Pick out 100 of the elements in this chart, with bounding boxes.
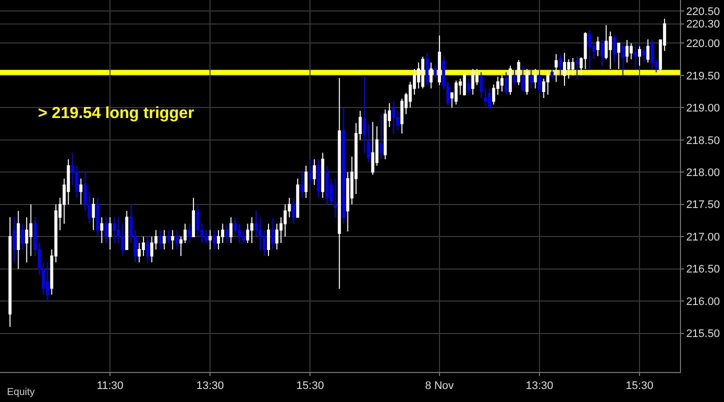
candlestick <box>500 74 504 92</box>
candlestick <box>467 78 470 96</box>
candlestick <box>12 216 16 263</box>
candlestick <box>484 88 487 107</box>
candlestick <box>554 54 558 82</box>
candlestick <box>212 230 216 250</box>
candlestick <box>488 88 491 110</box>
candlestick <box>317 158 320 198</box>
candlestick <box>162 230 166 250</box>
candlestick <box>546 72 550 96</box>
candlestick <box>146 236 150 263</box>
candlestick <box>188 223 191 244</box>
candlestick <box>46 262 50 302</box>
x-tick-label: 13:30 <box>196 380 224 392</box>
candlestick <box>79 178 82 205</box>
candlestick <box>338 78 341 290</box>
candlestick <box>600 39 604 66</box>
candlestick <box>250 216 254 244</box>
y-tick-label: 218.50 <box>686 134 720 147</box>
y-tick-label: 219.00 <box>686 102 720 115</box>
candlestick <box>508 65 512 96</box>
candlestick <box>300 172 304 198</box>
y-tick-label: 216.00 <box>686 296 720 308</box>
y-tick-label: 220.00 <box>686 38 720 50</box>
x-tick-label: 15:30 <box>296 380 324 392</box>
candlestick <box>362 74 366 154</box>
candlestick <box>425 52 428 86</box>
candlestick <box>471 68 474 96</box>
candlestick <box>312 158 316 186</box>
candlestick <box>371 121 374 176</box>
candlestick <box>308 158 312 186</box>
candlestick <box>504 72 508 96</box>
candlestick <box>175 230 178 250</box>
candlestick <box>512 68 516 86</box>
x-tick-label: 11:30 <box>96 380 124 392</box>
candlestick <box>266 223 270 256</box>
candlestick <box>534 68 537 89</box>
candlestick <box>171 230 174 250</box>
x-tick-label: 8 Nov <box>425 380 454 392</box>
candlestick <box>8 216 12 328</box>
candlestick <box>296 178 300 218</box>
candlestick <box>454 80 458 105</box>
x-tick-label: 15:30 <box>626 380 654 392</box>
candlestick <box>538 72 542 94</box>
candlestick <box>108 216 112 250</box>
y-tick-label: 215.50 <box>686 328 720 340</box>
y-tick-label: 219.50 <box>686 70 720 82</box>
candlestick <box>380 114 383 160</box>
candlestick <box>342 107 346 224</box>
candlestick <box>438 34 441 86</box>
candlestick <box>229 216 232 244</box>
y-tick-label: 220.50 <box>686 6 720 18</box>
candlestick <box>642 46 646 64</box>
candlestick <box>571 58 574 76</box>
candlestick <box>321 152 324 198</box>
candlestick <box>550 68 554 80</box>
candlestick <box>521 65 524 92</box>
candlestick <box>158 230 162 250</box>
candlestick <box>576 56 579 80</box>
candlestick <box>462 73 466 96</box>
candlestick <box>16 210 20 270</box>
x-tick-label: 13:30 <box>526 380 554 392</box>
candlestick <box>558 54 562 76</box>
candlestick <box>480 72 483 98</box>
candlestick <box>166 230 170 244</box>
candlestick <box>421 56 424 89</box>
candlestick <box>112 216 116 244</box>
candlestick <box>621 42 624 76</box>
candlestick <box>613 34 616 64</box>
candlestick <box>530 68 533 89</box>
candlestick <box>225 223 228 244</box>
candlestick <box>630 42 633 60</box>
y-tick-label: 217.50 <box>686 199 720 212</box>
candlestick <box>638 46 642 66</box>
candlestick <box>617 42 620 70</box>
candlestick <box>100 216 104 244</box>
candlestick <box>334 178 337 218</box>
y-tick-label: 217.00 <box>686 231 720 244</box>
y-tick-label: 216.50 <box>686 264 720 276</box>
candlestick <box>392 100 396 134</box>
candlestick <box>562 52 566 86</box>
y-tick-label: 218.00 <box>686 166 720 179</box>
candlestick <box>634 44 637 70</box>
candlestick <box>20 223 24 250</box>
candlestick <box>588 30 592 70</box>
candlestick <box>304 165 308 198</box>
candlestick <box>434 65 437 80</box>
candlestick <box>208 230 212 250</box>
candlestick <box>626 39 629 64</box>
candlestick <box>104 216 108 244</box>
candlestick <box>92 197 95 231</box>
candlestick <box>271 216 274 250</box>
text: Equity <box>7 387 35 398</box>
y-tick-label: 220.30 <box>686 18 720 31</box>
candlestick <box>96 197 100 238</box>
candlestick <box>525 68 529 96</box>
candlestick <box>646 38 650 64</box>
candlestick <box>192 197 195 238</box>
candlestick <box>367 124 370 162</box>
candlestick <box>596 36 600 57</box>
